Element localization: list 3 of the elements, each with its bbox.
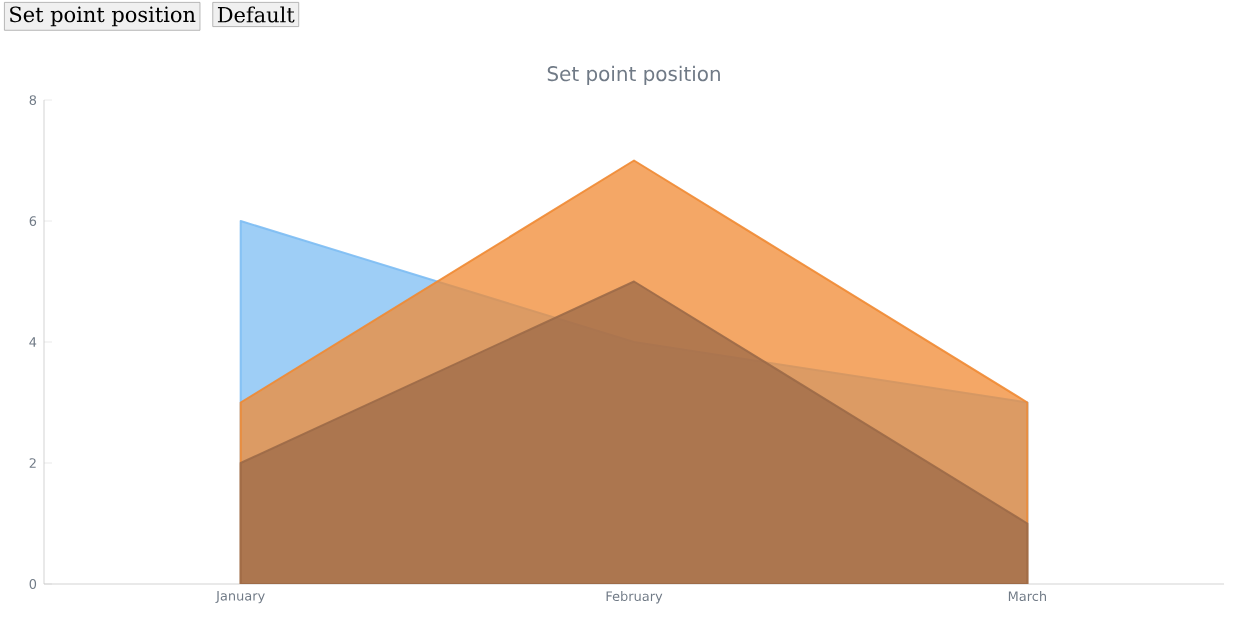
text: Default (217, 6, 295, 23)
text: Set point position (10, 6, 196, 27)
chart-title: Set point position (547, 65, 720, 86)
